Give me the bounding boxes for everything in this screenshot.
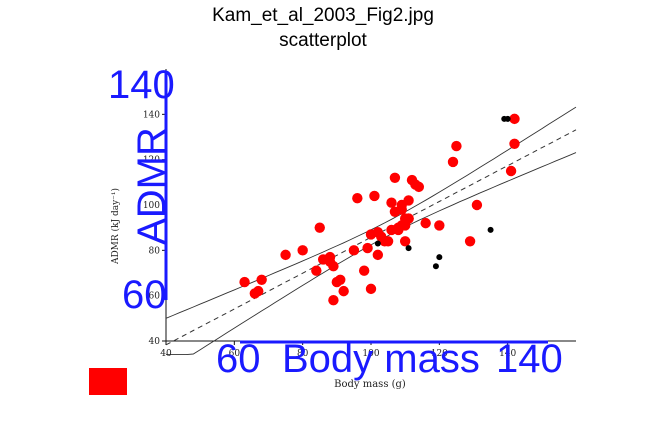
red-data-point bbox=[352, 193, 363, 204]
y-axis-label: ADMR (kJ day⁻¹) bbox=[110, 188, 121, 265]
chart-subtitle: scatterplot bbox=[279, 30, 367, 51]
lower-band bbox=[166, 152, 577, 356]
overlay-y-max: 140 bbox=[108, 63, 175, 107]
x-tick-label: 80 bbox=[297, 349, 309, 359]
data-points bbox=[239, 113, 520, 306]
red-data-point bbox=[471, 199, 483, 211]
red-data-point bbox=[396, 204, 407, 215]
red-data-point bbox=[386, 197, 397, 208]
red-data-point bbox=[382, 236, 394, 247]
y-tick-label: 40 bbox=[149, 337, 161, 347]
red-data-point bbox=[509, 113, 520, 125]
x-tick-label: 40 bbox=[160, 349, 172, 359]
red-data-point bbox=[328, 261, 339, 272]
overlay-y-min: 60 bbox=[122, 273, 167, 317]
annotation-overlay: 140 60 ADMR 60 Body mass 140 bbox=[108, 63, 563, 381]
red-data-point bbox=[403, 213, 414, 224]
red-data-point bbox=[369, 190, 380, 202]
red-data-point bbox=[413, 181, 425, 193]
legend-swatch bbox=[89, 368, 127, 395]
red-data-point bbox=[362, 242, 373, 254]
red-data-point bbox=[509, 138, 520, 149]
x-tick-label: 60 bbox=[229, 349, 241, 359]
red-data-point bbox=[311, 265, 322, 276]
red-data-point bbox=[239, 276, 250, 288]
overlay-y-label: ADMR bbox=[130, 127, 174, 245]
red-data-point bbox=[447, 156, 459, 168]
y-tick-label: 60 bbox=[149, 292, 161, 302]
scanned-axes bbox=[162, 69, 576, 345]
y-tick-label: 120 bbox=[143, 156, 160, 166]
red-data-point bbox=[420, 217, 431, 229]
y-tick-label: 80 bbox=[149, 246, 161, 256]
chart-title: Kam_et_al_2003_Fig2.jpg bbox=[212, 5, 434, 26]
red-data-point bbox=[328, 295, 339, 306]
black-data-point bbox=[436, 254, 443, 261]
red-data-point bbox=[314, 222, 325, 233]
overlay-x-max: 140 bbox=[496, 337, 563, 381]
red-data-point bbox=[464, 236, 476, 247]
red-data-point bbox=[389, 172, 401, 183]
black-data-point bbox=[487, 226, 494, 233]
black-data-point bbox=[432, 263, 439, 270]
red-data-point bbox=[365, 283, 377, 295]
black-data-point bbox=[504, 115, 511, 122]
red-data-point bbox=[358, 265, 370, 276]
tick-labels: 40 60 80 100 120 140 40 60 80 100 120 140 bbox=[143, 110, 517, 359]
y-tick-label: 100 bbox=[143, 201, 160, 211]
x-tick-label: 100 bbox=[362, 349, 379, 359]
black-data-point bbox=[405, 245, 412, 252]
red-data-point bbox=[434, 220, 445, 231]
x-tick-label: 120 bbox=[431, 349, 448, 359]
black-data-point bbox=[374, 240, 381, 247]
red-data-point bbox=[338, 285, 349, 297]
x-tick-label: 140 bbox=[499, 349, 516, 359]
x-axis-label: Body mass (g) bbox=[334, 379, 406, 390]
red-data-point bbox=[403, 195, 414, 206]
red-data-point bbox=[348, 245, 360, 256]
red-data-point bbox=[399, 236, 411, 247]
overlay-x-label: Body mass bbox=[282, 337, 480, 381]
red-data-point bbox=[505, 165, 517, 177]
y-tick-label: 140 bbox=[143, 110, 160, 120]
red-data-point bbox=[253, 285, 264, 297]
red-data-point bbox=[280, 249, 291, 261]
red-data-point bbox=[372, 249, 384, 261]
red-data-point bbox=[451, 140, 462, 152]
red-data-point bbox=[335, 274, 346, 285]
red-data-point bbox=[297, 245, 308, 256]
red-data-point bbox=[256, 274, 267, 285]
overlay-x-min: 60 bbox=[216, 337, 261, 381]
